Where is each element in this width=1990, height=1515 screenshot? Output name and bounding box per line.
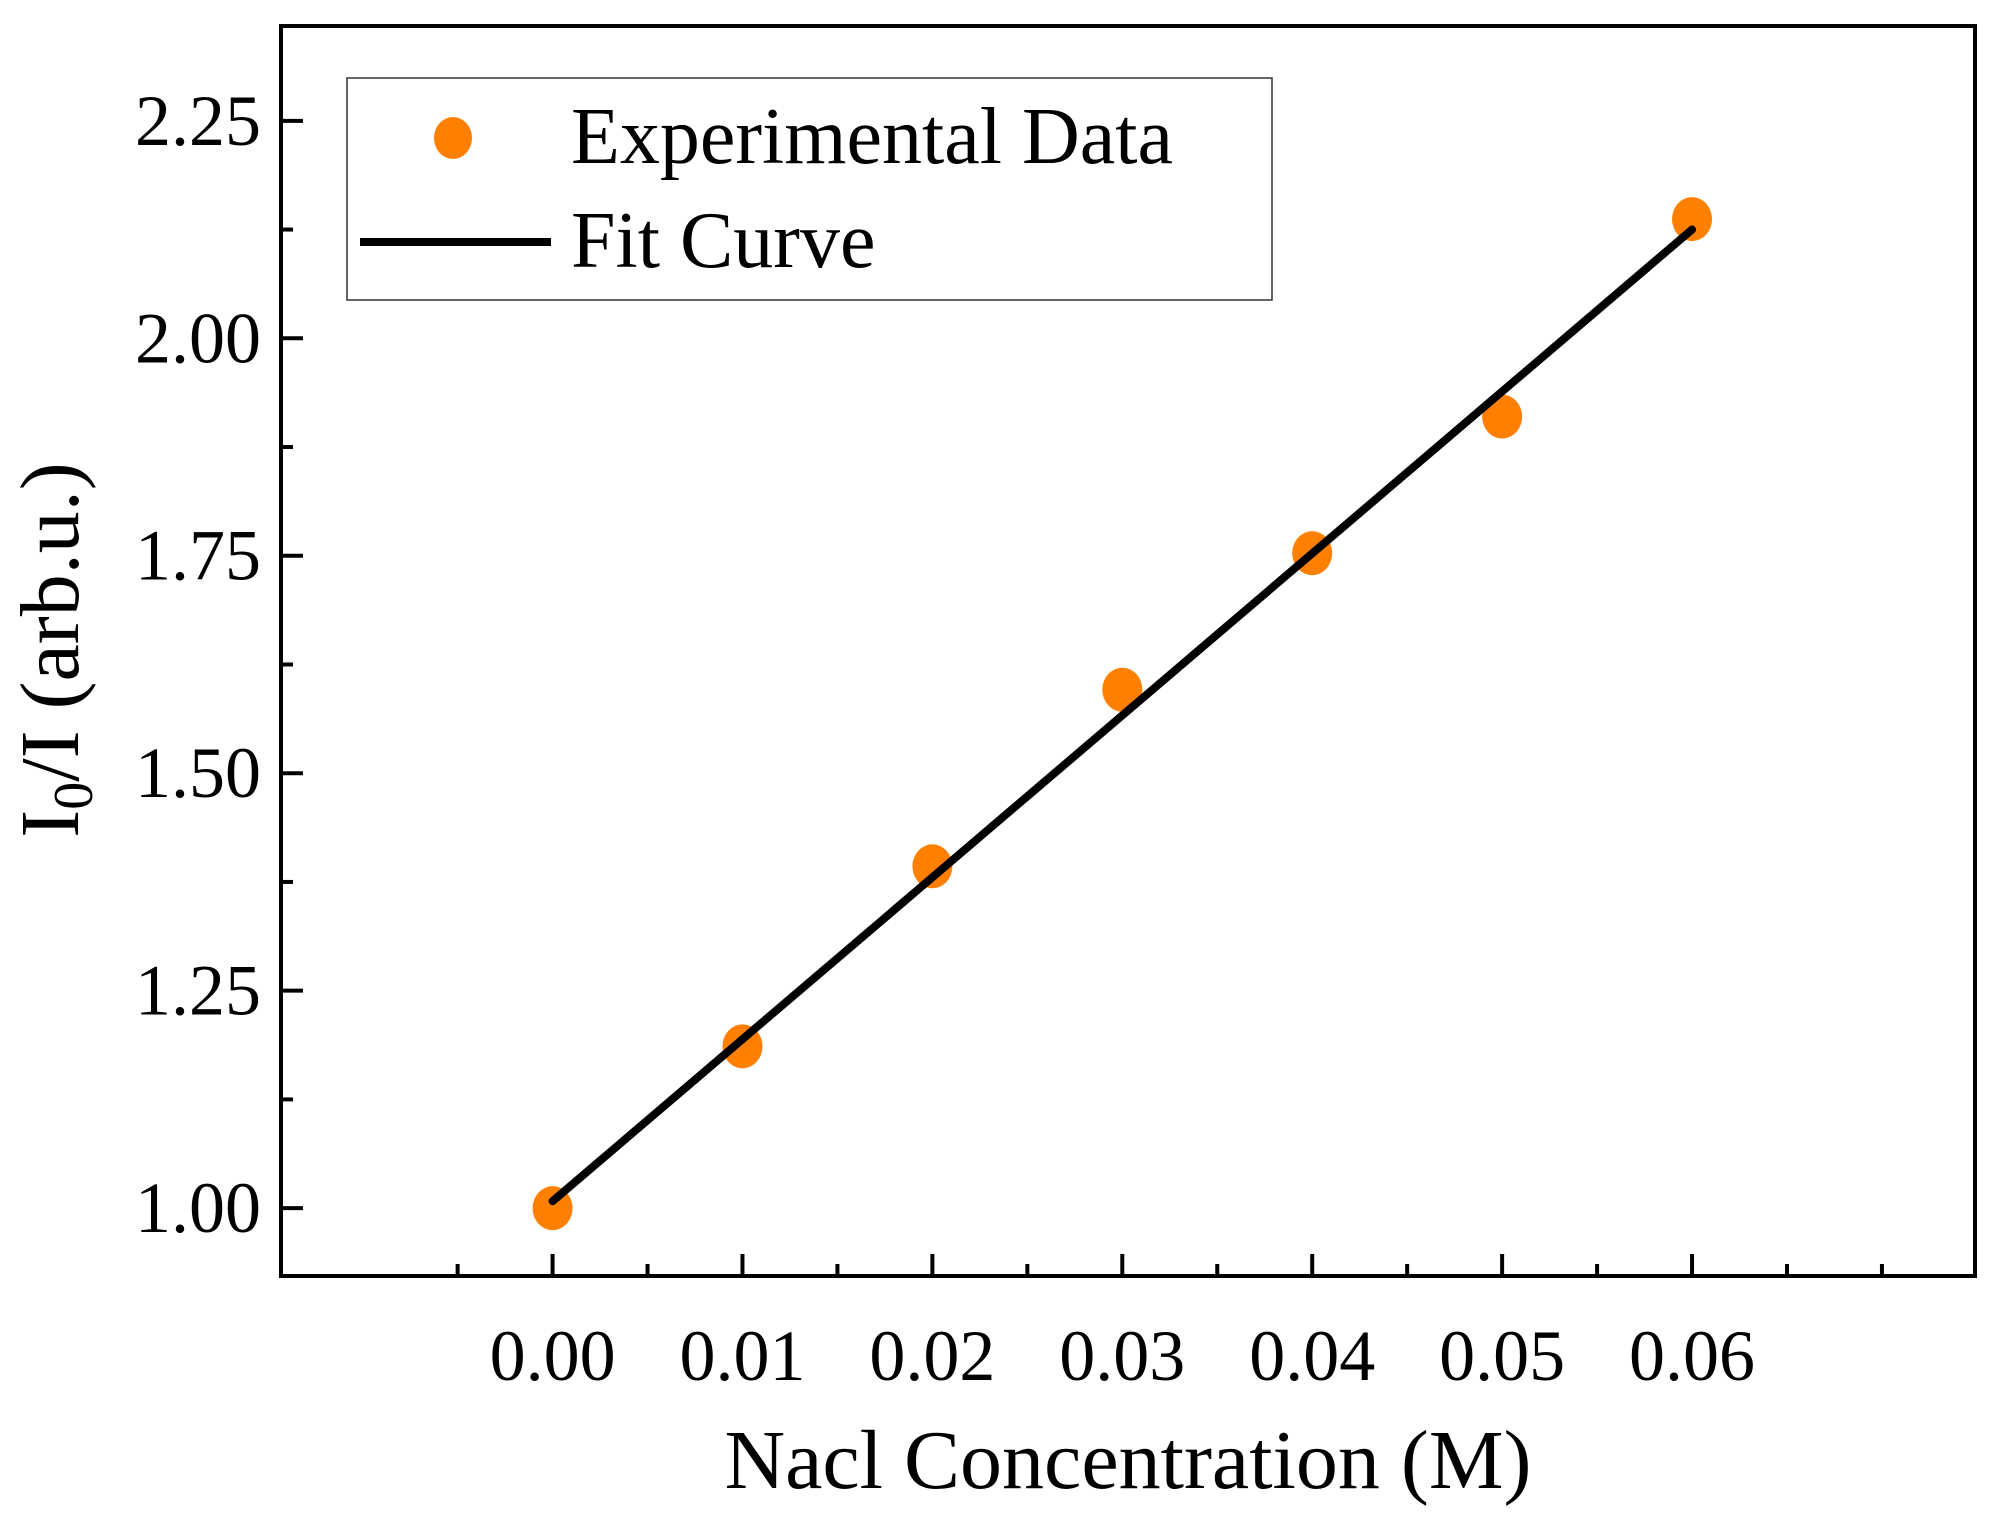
ticks: 0.00 0.01 0.02 0.03 0.04 0.05 0.06 1.00 1.25 1.50… <box>135 81 1884 1396</box>
data-point <box>912 844 953 889</box>
legend-label-experimental: Experimental Data <box>571 93 1173 181</box>
y-tick-label: 1.00 <box>135 1168 261 1248</box>
y-axis-title-sub: 0 <box>43 782 105 810</box>
y-tick-label: 2.25 <box>135 81 261 161</box>
y-axis-title-rest: /I (arb.u.) <box>4 462 97 782</box>
x-tick-label: 0.04 <box>1249 1316 1375 1396</box>
x-tick-label: 0.06 <box>1629 1316 1755 1396</box>
data-point <box>1672 197 1713 242</box>
y-tick-label: 1.25 <box>135 951 261 1031</box>
legend-marker-experimental <box>434 117 472 159</box>
x-tick-label: 0.00 <box>490 1316 616 1396</box>
x-tick-label: 0.05 <box>1439 1316 1565 1396</box>
data-point <box>1482 394 1523 439</box>
y-tick-label: 1.50 <box>135 733 261 813</box>
data-point <box>1102 667 1143 712</box>
y-axis-title-main: I <box>4 810 97 838</box>
x-tick-label: 0.02 <box>869 1316 995 1396</box>
x-tick-label: 0.01 <box>679 1316 805 1396</box>
fit-line <box>548 225 1697 1206</box>
y-axis-title: I0/I (arb.u.) <box>4 462 105 838</box>
y-tick-label: 1.75 <box>135 516 261 596</box>
x-tick-label: 0.03 <box>1059 1316 1185 1396</box>
marks <box>532 197 1713 1231</box>
x-axis-title: Nacl Concentration (M) <box>724 1414 1531 1507</box>
y-tick-label: 2.00 <box>135 298 261 378</box>
plot-frame <box>279 24 1977 1278</box>
legend-label-fit: Fit Curve <box>571 197 875 285</box>
legend: Experimental Data Fit Curve <box>346 77 1273 301</box>
legend-box <box>346 77 1273 301</box>
